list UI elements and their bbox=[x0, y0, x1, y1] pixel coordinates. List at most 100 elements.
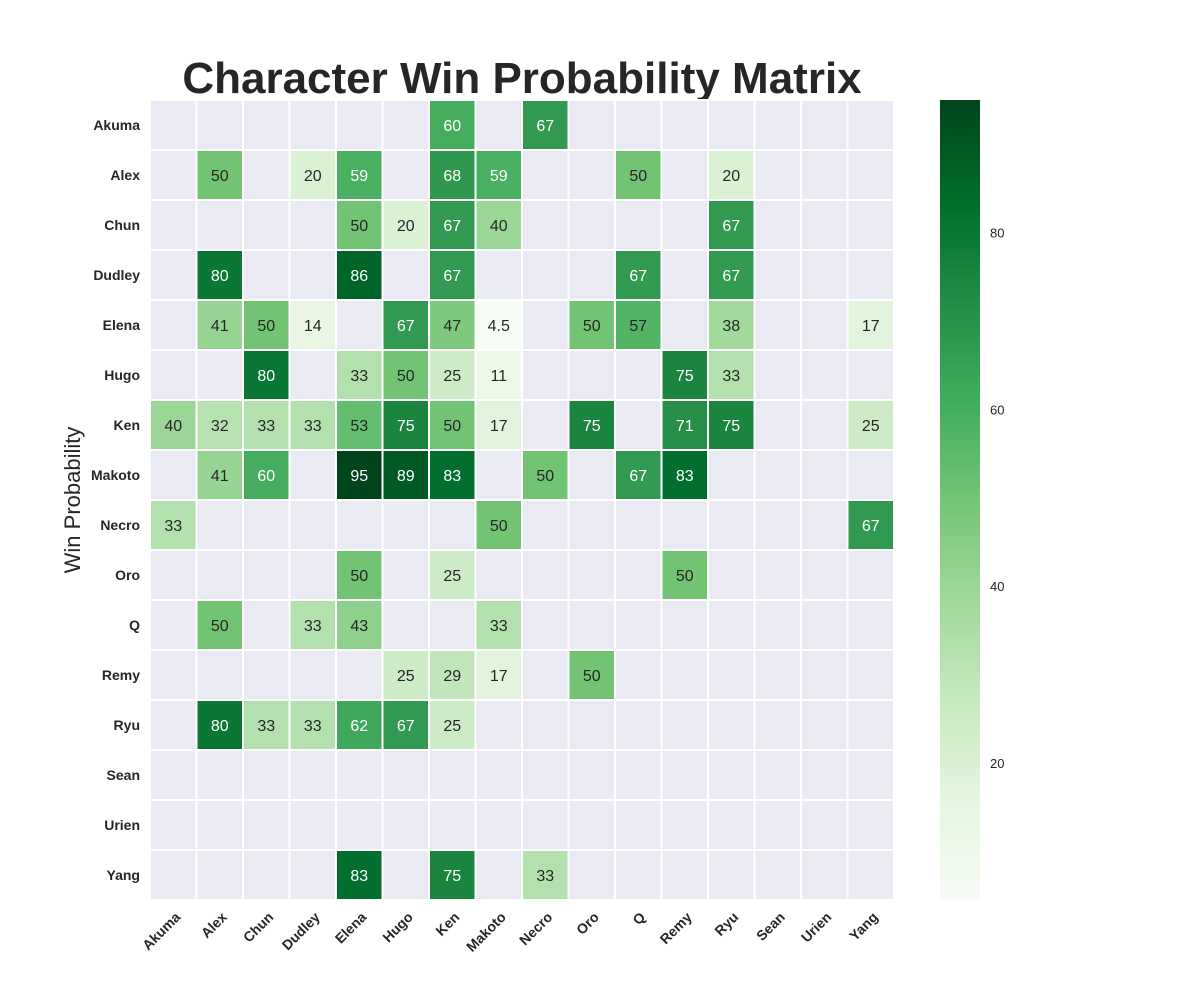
chart-title: Character Win Probability Matrix bbox=[182, 54, 862, 103]
heatmap-cell bbox=[846, 349, 895, 401]
heatmap-cell bbox=[381, 99, 430, 151]
cell-value-label: 67 bbox=[536, 118, 554, 135]
heatmap-cell bbox=[660, 649, 709, 701]
heatmap-cell bbox=[335, 749, 384, 801]
heatmap-cell bbox=[335, 449, 384, 501]
heatmap-cell bbox=[567, 199, 616, 251]
heatmap-cell bbox=[800, 299, 849, 351]
heatmap-cell bbox=[614, 599, 663, 651]
heatmap-cell bbox=[567, 599, 616, 651]
cell-value-label: 67 bbox=[722, 218, 740, 235]
heatmap-cell bbox=[149, 299, 198, 351]
column-label: Hugo bbox=[379, 909, 416, 946]
cell-value-label: 4.5 bbox=[488, 318, 510, 335]
heatmap-cell bbox=[521, 149, 570, 201]
row-label: Hugo bbox=[104, 367, 140, 383]
heatmap-cell bbox=[242, 849, 291, 901]
column-label: Oro bbox=[573, 909, 602, 938]
heatmap-cell bbox=[428, 849, 477, 901]
heatmap-cell bbox=[614, 199, 663, 251]
heatmap-cell bbox=[242, 249, 291, 301]
heatmap-cell bbox=[846, 849, 895, 901]
heatmap-cell bbox=[195, 799, 244, 851]
heatmap-cell bbox=[242, 799, 291, 851]
row-label: Makoto bbox=[91, 467, 140, 483]
row-label: Ken bbox=[114, 417, 140, 433]
cell-value-label: 33 bbox=[257, 718, 275, 735]
column-labels: Akuma Alex Chun Dudley Elena Hugo Ken Makoto Nec… bbox=[139, 909, 881, 955]
cell-value-label: 14 bbox=[304, 318, 322, 335]
row-label: Necro bbox=[100, 517, 140, 533]
heatmap-cell bbox=[149, 99, 198, 151]
heatmap-cell bbox=[660, 699, 709, 751]
heatmap-cells: 60 67 50 20 59 68 59 50 20 50 20 67 40 67 80 86 67 67 67 41… bbox=[149, 99, 895, 901]
heatmap-cell bbox=[381, 499, 430, 551]
heatmap-cell bbox=[428, 799, 477, 851]
cell-value-label: 83 bbox=[676, 468, 694, 485]
column-label: Remy bbox=[657, 909, 695, 947]
cell-value-label: 59 bbox=[350, 168, 368, 185]
cell-value-label: 41 bbox=[211, 318, 229, 335]
cell-value-label: 60 bbox=[443, 118, 461, 135]
cell-value-label: 50 bbox=[583, 318, 601, 335]
cell-value-label: 25 bbox=[397, 668, 415, 685]
heatmap-cell bbox=[660, 599, 709, 651]
cell-value-label: 50 bbox=[676, 568, 694, 585]
heatmap-cell bbox=[428, 149, 477, 201]
heatmap-cell bbox=[521, 349, 570, 401]
heatmap-cell bbox=[149, 449, 198, 501]
heatmap-cell bbox=[288, 249, 337, 301]
heatmap-cell bbox=[474, 449, 523, 501]
heatmap-cell bbox=[753, 749, 802, 801]
heatmap-cell bbox=[567, 849, 616, 901]
heatmap-cell bbox=[660, 849, 709, 901]
heatmap-cell bbox=[800, 149, 849, 201]
heatmap-cell bbox=[474, 749, 523, 801]
heatmap-cell bbox=[800, 599, 849, 651]
cell-value-label: 25 bbox=[443, 718, 461, 735]
row-label: Q bbox=[129, 617, 140, 633]
heatmap-cell bbox=[753, 349, 802, 401]
heatmap-cell bbox=[242, 649, 291, 701]
cell-value-label: 25 bbox=[443, 368, 461, 385]
heatmap-cell bbox=[800, 549, 849, 601]
cell-value-label: 38 bbox=[722, 318, 740, 335]
heatmap-cell bbox=[753, 799, 802, 851]
heatmap-cell bbox=[428, 249, 477, 301]
heatmap-cell bbox=[335, 499, 384, 551]
cell-value-label: 20 bbox=[722, 168, 740, 185]
heatmap-cell bbox=[381, 249, 430, 301]
cell-value-label: 20 bbox=[397, 218, 415, 235]
heatmap-cell bbox=[567, 549, 616, 601]
heatmap-cell bbox=[521, 399, 570, 451]
heatmap-cell bbox=[800, 249, 849, 301]
heatmap-cell bbox=[614, 549, 663, 601]
column-label: Alex bbox=[198, 909, 230, 941]
cell-value-label: 60 bbox=[257, 468, 275, 485]
heatmap-cell bbox=[242, 599, 291, 651]
column-label: Urien bbox=[798, 909, 835, 946]
heatmap-cell bbox=[428, 199, 477, 251]
heatmap-cell bbox=[753, 449, 802, 501]
heatmap-cell bbox=[800, 749, 849, 801]
heatmap-cell bbox=[149, 349, 198, 401]
heatmap-cell bbox=[707, 549, 756, 601]
heatmap-cell bbox=[288, 499, 337, 551]
heatmap-cell bbox=[567, 399, 616, 451]
heatmap-cell bbox=[521, 299, 570, 351]
heatmap-cell bbox=[800, 349, 849, 401]
heatmap-cell bbox=[288, 649, 337, 701]
heatmap-cell bbox=[800, 99, 849, 151]
heatmap-cell bbox=[288, 299, 337, 351]
column-label: Ken bbox=[432, 909, 462, 939]
heatmap-cell bbox=[846, 149, 895, 201]
cell-value-label: 25 bbox=[443, 568, 461, 585]
column-label: Necro bbox=[516, 909, 555, 948]
heatmap-cell bbox=[335, 349, 384, 401]
heatmap-cell bbox=[800, 499, 849, 551]
heatmap-cell bbox=[242, 299, 291, 351]
cell-value-label: 80 bbox=[211, 718, 229, 735]
heatmap-cell bbox=[521, 499, 570, 551]
colorbar-tick-label: 80 bbox=[990, 226, 1004, 241]
cell-value-label: 86 bbox=[350, 268, 368, 285]
